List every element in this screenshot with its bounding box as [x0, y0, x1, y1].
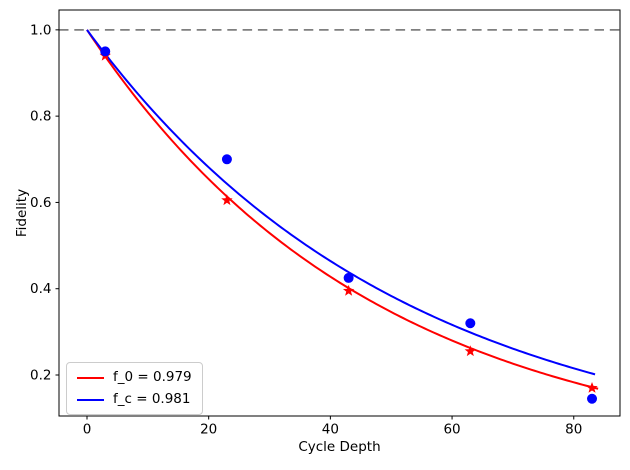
legend: f_0 = 0.979 f_c = 0.981: [66, 362, 203, 415]
data-point-circle: [343, 272, 354, 283]
data-point-star: [221, 194, 233, 206]
data-point-circle: [587, 393, 598, 404]
x-tick-label: 60: [443, 422, 460, 438]
fit-curve-f0: [86, 29, 599, 390]
data-point-star: [586, 381, 598, 393]
x-tick-label: 40: [322, 422, 339, 438]
legend-item-fc: f_c = 0.981: [77, 391, 192, 408]
legend-label-f0: f_0 = 0.979: [113, 369, 192, 385]
x-axis-label: Cycle Depth: [298, 439, 381, 455]
plot-frame: [58, 9, 621, 417]
legend-item-f0: f_0 = 0.979: [77, 369, 192, 386]
legend-label-fc: f_c = 0.981: [113, 391, 191, 407]
y-tick-label: 0.8: [30, 109, 51, 125]
y-tick-label: 0.6: [30, 195, 51, 211]
data-point-circle: [465, 318, 476, 329]
x-tick-label: 80: [565, 422, 582, 438]
y-tick-label: 1.0: [30, 22, 51, 38]
data-point-star: [464, 345, 477, 357]
data-point-star: [342, 284, 355, 296]
data-point-circle: [221, 154, 232, 165]
y-tick-label: 0.4: [30, 281, 51, 297]
x-tick-label: 0: [83, 422, 92, 438]
y-axis-label: Fidelity: [14, 188, 30, 238]
legend-line-f0: [77, 376, 104, 379]
x-tick-label: 20: [200, 422, 217, 438]
y-tick-label: 0.2: [30, 368, 51, 384]
fit-curve-fc: [86, 29, 596, 376]
legend-line-fc: [77, 398, 104, 401]
data-point-circle: [100, 46, 111, 57]
